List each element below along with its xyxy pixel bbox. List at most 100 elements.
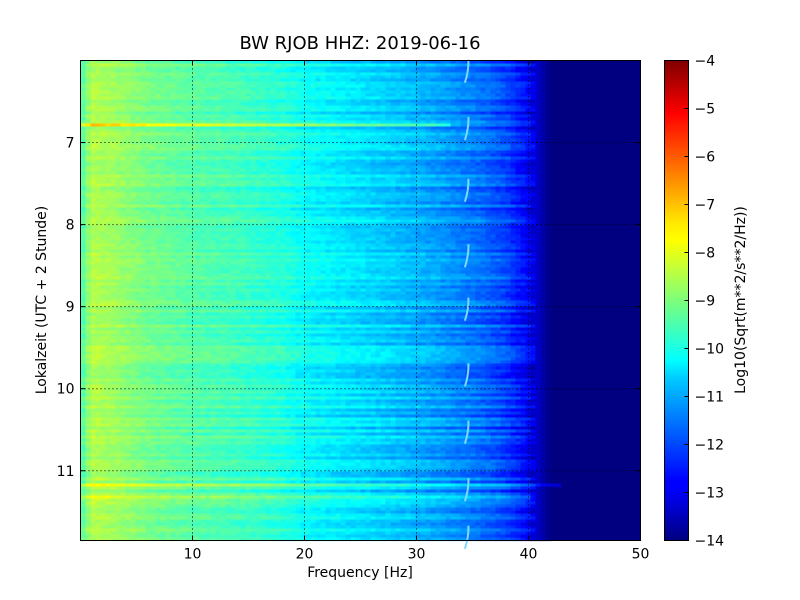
spectrogram-cell (105, 117, 112, 122)
spectrogram-cell (230, 144, 237, 149)
spectrogram-cell (410, 75, 417, 80)
spectrogram-cell (260, 84, 267, 89)
spectrogram-cell (455, 108, 462, 113)
spectrogram-cell (350, 105, 357, 110)
spectrogram-cell (110, 168, 117, 173)
spectrogram-cell (185, 159, 192, 164)
spectrogram-cell (420, 159, 427, 164)
spectrogram-cell (385, 153, 392, 158)
spectrogram-cell (460, 108, 467, 113)
spectrogram-cell (365, 66, 372, 71)
spectrogram-cell (510, 168, 517, 173)
spectrogram-cell (95, 162, 102, 167)
spectrogram-cell (185, 84, 192, 89)
spectrogram-cell (245, 117, 252, 122)
spectrogram-cell (290, 75, 297, 80)
spectrogram-cell (160, 63, 167, 68)
spectrogram-cell (430, 93, 437, 98)
spectrogram-cell (80, 114, 87, 119)
spectrogram-cell (85, 156, 92, 161)
spectrogram-cell (225, 150, 232, 155)
spectrogram-cell (210, 159, 217, 164)
spectrogram-cell (220, 174, 227, 179)
spectrogram-cell (105, 135, 112, 140)
spectrogram-cell (250, 111, 257, 116)
spectrogram-cell (330, 153, 337, 158)
spectrogram-cell (215, 159, 222, 164)
spectrogram-cell (450, 141, 457, 146)
spectrogram-cell (175, 159, 182, 164)
spectrogram-cell (105, 132, 112, 137)
spectrogram-cell (180, 96, 187, 101)
spectrogram-cell (245, 168, 252, 173)
spectrogram-cell (445, 141, 452, 146)
spectrogram-cell (210, 129, 217, 134)
spectrogram-cell (145, 102, 152, 107)
spectrogram-cell (480, 99, 487, 104)
spectrogram-cell (415, 75, 422, 80)
spectrogram-cell (340, 108, 347, 113)
spectrogram-cell (510, 138, 517, 143)
spectrogram-cell (90, 168, 97, 173)
spectrogram-cell (120, 72, 127, 77)
spectrogram-cell (495, 96, 502, 101)
spectrogram-cell (225, 72, 232, 77)
spectrogram-cell (90, 63, 97, 68)
spectrogram-cell (145, 150, 152, 155)
spectrogram-cell (225, 87, 232, 92)
spectrogram-cell (500, 96, 507, 101)
spectrogram-cell (280, 147, 287, 152)
spectrogram-cell (220, 126, 227, 131)
spectrogram-cell (510, 159, 517, 164)
spectrogram-cell (95, 138, 102, 143)
spectrogram-cell (385, 156, 392, 161)
spectrogram-cell (320, 135, 327, 140)
spectrogram-cell (180, 150, 187, 155)
spectrogram-cell (385, 72, 392, 77)
spectrogram-cell (95, 120, 102, 125)
spectrogram-cell (240, 105, 247, 110)
spectrogram-cell (310, 102, 317, 107)
spectrogram-cell (405, 129, 412, 134)
spectrogram-cell (155, 156, 162, 161)
spectrogram-cell (250, 93, 257, 98)
spectrogram-cell (530, 87, 537, 92)
spectrogram-cell (495, 102, 502, 107)
spectrogram-cell (125, 75, 132, 80)
spectrogram-cell (95, 153, 102, 158)
spectrogram-cell (200, 87, 207, 92)
spectrogram-cell (205, 147, 212, 152)
spectrogram-cell (365, 90, 372, 95)
spectrogram-cell (505, 135, 512, 140)
spectrogram-cell (300, 114, 307, 119)
spectrogram-cell (450, 84, 457, 89)
spectrogram-cell (345, 87, 352, 92)
spectrogram-cell (200, 78, 207, 83)
spectrogram-cell (80, 66, 87, 71)
spectrogram-cell (190, 114, 197, 119)
spectrogram-cell (380, 75, 387, 80)
spectrogram-cell (360, 114, 367, 119)
spectrogram-cell (540, 108, 547, 113)
spectrogram-cell (175, 105, 182, 110)
spectrogram-cell (435, 72, 442, 77)
spectrogram-cell (185, 102, 192, 107)
spectrogram-cell (270, 99, 277, 104)
spectrogram-cell (85, 120, 92, 125)
spectrogram-cell (300, 120, 307, 125)
spectrogram-cell (540, 159, 547, 164)
spectrogram-cell (90, 69, 97, 74)
spectrogram-cell (335, 141, 342, 146)
spectrogram-cell (310, 150, 317, 155)
spectrogram-cell (475, 87, 482, 92)
spectrogram-cell (535, 105, 542, 110)
spectrogram-cell (165, 63, 172, 68)
spectrogram-cell (295, 150, 302, 155)
spectrogram-cell (390, 81, 397, 86)
spectrogram-cell (125, 87, 132, 92)
spectrogram-cell (285, 111, 292, 116)
spectrogram-cell (475, 144, 482, 149)
spectrogram-cell (240, 153, 247, 158)
spectrogram-cell (305, 165, 312, 170)
spectrogram-cell (235, 99, 242, 104)
